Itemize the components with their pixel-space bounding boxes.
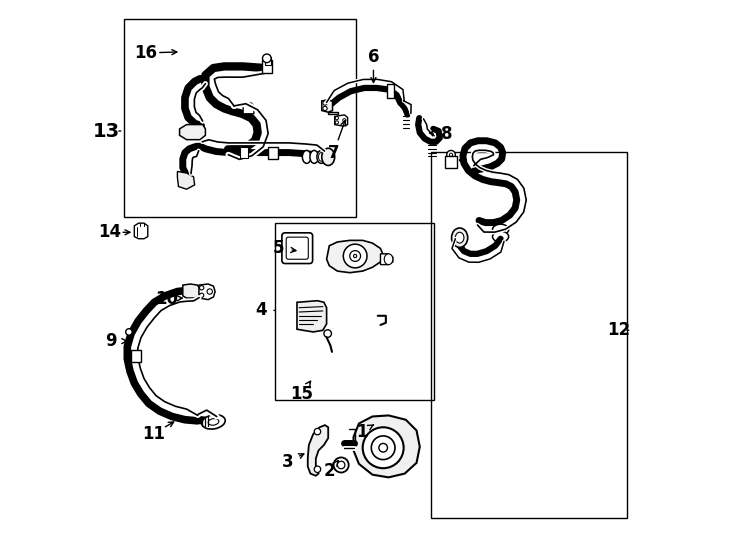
Polygon shape [327, 240, 383, 273]
Circle shape [263, 54, 271, 63]
Text: 12: 12 [608, 321, 631, 339]
Polygon shape [308, 425, 328, 476]
Bar [431, 152, 627, 518]
Text: 2: 2 [324, 462, 335, 481]
Text: 10: 10 [155, 289, 178, 308]
Bar [275, 222, 435, 400]
Ellipse shape [317, 151, 325, 164]
Circle shape [338, 461, 345, 469]
Text: 15: 15 [290, 385, 313, 403]
Circle shape [447, 151, 455, 159]
Circle shape [335, 121, 338, 124]
Circle shape [324, 330, 332, 338]
Bar [445, 156, 457, 167]
Ellipse shape [302, 151, 311, 164]
Polygon shape [134, 223, 148, 239]
Text: 14: 14 [98, 224, 121, 241]
Ellipse shape [319, 153, 324, 161]
Ellipse shape [202, 415, 225, 429]
Circle shape [323, 101, 327, 105]
Ellipse shape [384, 254, 393, 265]
Circle shape [449, 153, 453, 157]
Text: 7: 7 [328, 144, 339, 161]
Ellipse shape [493, 231, 509, 242]
Circle shape [314, 428, 321, 435]
Text: 13: 13 [92, 122, 120, 140]
Text: 5: 5 [273, 239, 284, 258]
Ellipse shape [321, 148, 335, 165]
Bar [269, 147, 278, 159]
Circle shape [323, 106, 327, 111]
Ellipse shape [493, 224, 509, 235]
Text: 4: 4 [255, 301, 267, 319]
Text: 16: 16 [134, 44, 158, 62]
Text: 3: 3 [281, 453, 293, 471]
Polygon shape [180, 125, 206, 140]
Text: 1: 1 [356, 423, 367, 441]
Text: 11: 11 [142, 425, 165, 443]
Ellipse shape [310, 151, 319, 164]
Circle shape [371, 436, 395, 460]
Ellipse shape [451, 228, 468, 247]
Circle shape [334, 457, 349, 472]
Circle shape [379, 443, 388, 452]
FancyBboxPatch shape [286, 237, 308, 259]
Polygon shape [178, 171, 195, 189]
Circle shape [350, 251, 360, 261]
Polygon shape [354, 415, 420, 477]
Polygon shape [297, 301, 327, 332]
Text: 6: 6 [368, 48, 379, 66]
Circle shape [126, 329, 132, 335]
Ellipse shape [208, 418, 219, 425]
Text: 8: 8 [441, 125, 452, 143]
Bar [387, 84, 394, 98]
Circle shape [343, 119, 346, 122]
Bar [262, 60, 272, 73]
Bar [123, 19, 356, 217]
Polygon shape [328, 112, 338, 114]
Circle shape [314, 466, 321, 472]
Circle shape [335, 117, 338, 120]
Ellipse shape [455, 232, 464, 243]
Circle shape [354, 254, 357, 258]
Polygon shape [183, 284, 200, 298]
Circle shape [207, 289, 212, 294]
Circle shape [200, 286, 204, 290]
Polygon shape [199, 284, 215, 300]
Polygon shape [321, 100, 333, 112]
Bar [265, 57, 271, 65]
Circle shape [363, 427, 404, 468]
Text: 9: 9 [106, 332, 117, 350]
Bar [131, 350, 141, 362]
Polygon shape [380, 254, 393, 265]
Circle shape [200, 293, 204, 298]
Bar [240, 147, 248, 158]
FancyBboxPatch shape [282, 233, 313, 264]
Circle shape [344, 244, 367, 268]
Polygon shape [243, 103, 254, 114]
Polygon shape [335, 115, 348, 126]
